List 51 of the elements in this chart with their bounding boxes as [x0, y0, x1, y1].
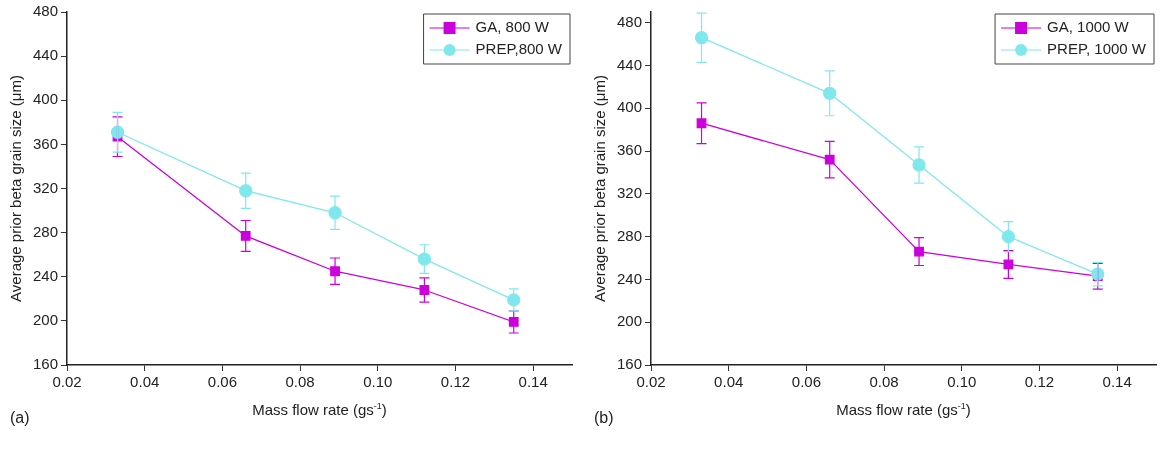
y-tick-label: 240: [617, 269, 643, 287]
y-tick-label: 200: [617, 312, 643, 330]
x-tick-label: 0.14: [518, 373, 548, 391]
y-tick-label: 320: [617, 183, 643, 201]
text: (a): [10, 409, 30, 427]
point: [823, 86, 837, 100]
x-tick-label: 0.06: [207, 373, 237, 391]
x-tick-label: 0.08: [869, 373, 899, 391]
x-tick-label: 0.02: [636, 373, 666, 391]
y-tick-label: 480: [617, 12, 643, 30]
legend-label: GA, 800 W: [475, 18, 550, 36]
x-tick-label: 0.04: [714, 373, 744, 391]
x-axis-title: Mass flow rate (gs$^{-1}$): [252, 401, 387, 418]
y-axis-title: Average prior beta grain size (μm): [591, 75, 609, 302]
y-tick-label: 280: [33, 222, 59, 240]
legend-label: PREP,800 W: [475, 40, 563, 58]
x-tick-label: 0.12: [1024, 373, 1055, 391]
x-tick-label: 0.04: [130, 373, 160, 391]
x-tick-label: 0.14: [1102, 373, 1132, 391]
y-tick-label: 160: [33, 355, 59, 373]
y-tick-label: 480: [33, 2, 59, 20]
y-tick-label: 400: [33, 90, 59, 108]
point: [1001, 229, 1016, 244]
point: [824, 154, 835, 165]
x-tick-label: 0.10: [947, 373, 977, 391]
y-tick-label: 360: [617, 141, 643, 159]
x-tick-label: 0.08: [285, 373, 315, 391]
y-tick-label: 280: [617, 226, 643, 244]
point: [417, 252, 432, 266]
x-tick-label: 0.12: [440, 373, 471, 391]
x-tick-label: 0.06: [791, 373, 821, 391]
legend-label: GA, 1000 W: [1047, 18, 1130, 36]
y-tick-label: 160: [617, 355, 643, 373]
y-tick-label: 440: [33, 46, 59, 64]
y-tick-label: 200: [33, 311, 59, 329]
y-tick-label: 440: [617, 55, 643, 73]
y-axis-title: Average prior beta grain size (μm): [7, 75, 25, 302]
y-tick-label: 240: [33, 266, 59, 284]
point: [240, 231, 251, 241]
y-tick-label: 360: [33, 134, 59, 152]
point: [110, 125, 125, 139]
y-tick-label: 320: [33, 178, 59, 196]
x-tick-label: 0.02: [52, 373, 82, 391]
point: [239, 184, 253, 198]
x-tick-label: 0.10: [363, 373, 393, 391]
point: [694, 31, 709, 45]
x-axis-title: Mass flow rate (gs$^{-1}$): [836, 401, 971, 418]
text: (b): [594, 409, 614, 427]
point: [508, 317, 519, 327]
y-tick-label: 400: [617, 98, 643, 116]
legend-label: PREP, 1000 W: [1047, 40, 1147, 58]
